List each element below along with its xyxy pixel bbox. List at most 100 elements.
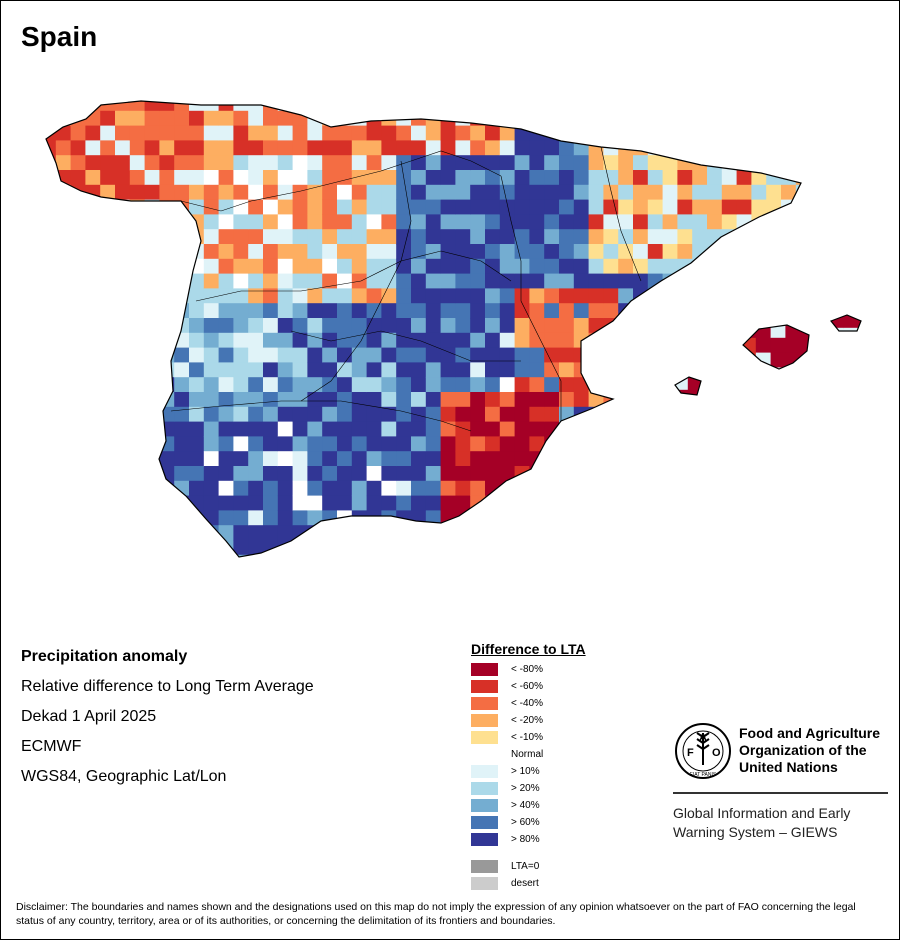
grid-cell bbox=[129, 318, 146, 334]
grid-cell bbox=[529, 510, 545, 526]
grid-cell bbox=[470, 525, 486, 541]
grid-cell bbox=[381, 170, 397, 186]
grid-cell bbox=[366, 480, 382, 497]
grid-cell bbox=[70, 347, 86, 363]
grid-cell bbox=[559, 466, 575, 482]
grid-cell bbox=[677, 525, 693, 541]
grid-cell bbox=[755, 367, 772, 369]
grid-cell bbox=[115, 495, 131, 511]
grid-cell bbox=[263, 510, 279, 526]
grid-cell bbox=[203, 510, 220, 526]
grid-cell bbox=[707, 362, 723, 378]
grid-cell bbox=[766, 451, 782, 467]
grid-cell bbox=[618, 140, 634, 156]
grid-cell bbox=[559, 110, 575, 127]
grid-cell bbox=[781, 392, 797, 408]
grid-cell bbox=[100, 436, 116, 452]
grid-cell bbox=[425, 288, 442, 304]
grid-cell bbox=[588, 140, 604, 156]
grid-cell bbox=[677, 229, 693, 245]
grid-cell bbox=[781, 125, 797, 141]
grid-cell bbox=[233, 288, 249, 304]
grid-cell bbox=[381, 392, 397, 408]
grid-cell bbox=[115, 510, 131, 526]
grid-cell bbox=[174, 184, 190, 201]
grid-cell bbox=[485, 436, 501, 452]
grid-cell bbox=[687, 389, 701, 395]
grid-cell bbox=[770, 367, 786, 369]
grid-cell bbox=[70, 258, 86, 275]
grid-cell bbox=[559, 229, 575, 245]
grid-cell bbox=[677, 466, 693, 482]
grid-cell bbox=[455, 495, 471, 511]
grid-cell bbox=[559, 101, 575, 112]
grid-cell bbox=[263, 199, 279, 215]
grid-cell bbox=[218, 525, 234, 541]
grid-cell bbox=[499, 244, 516, 260]
grid-cell bbox=[203, 406, 220, 423]
grid-cell bbox=[55, 377, 72, 393]
grid-cell bbox=[544, 273, 560, 289]
grid-cell bbox=[692, 229, 708, 245]
grid-cell bbox=[766, 101, 782, 112]
grid-cell bbox=[485, 377, 501, 393]
grid-cell bbox=[70, 377, 86, 393]
grid-cell bbox=[218, 170, 234, 186]
grid-cell bbox=[233, 184, 249, 201]
grid-cell bbox=[189, 480, 205, 497]
grid-cell bbox=[770, 337, 786, 354]
grid-cell bbox=[470, 392, 486, 408]
grid-cell bbox=[766, 392, 782, 408]
grid-cell bbox=[55, 214, 72, 230]
grid-cell bbox=[129, 288, 146, 304]
grid-cell bbox=[618, 495, 634, 511]
grid-cell bbox=[455, 110, 471, 127]
legend-label: < -10% bbox=[511, 732, 543, 743]
grid-cell bbox=[603, 332, 619, 349]
grid-cell bbox=[795, 184, 801, 201]
grid-cell bbox=[218, 495, 234, 511]
grid-cell bbox=[707, 101, 723, 112]
grid-cell bbox=[277, 554, 294, 557]
grid-cell bbox=[411, 229, 427, 245]
legend-label: < -60% bbox=[511, 681, 543, 692]
grid-cell bbox=[218, 318, 234, 334]
grid-cell bbox=[455, 303, 471, 319]
grid-cell bbox=[174, 362, 190, 378]
grid-cell bbox=[159, 318, 175, 334]
grid-cell bbox=[144, 406, 160, 423]
info-source: ECMWF bbox=[21, 738, 82, 755]
grid-cell bbox=[55, 421, 72, 437]
grid-cell bbox=[115, 466, 131, 482]
grid-cell bbox=[618, 525, 634, 541]
grid-cell bbox=[85, 214, 101, 230]
grid-cell bbox=[277, 510, 294, 526]
grid-cell bbox=[573, 170, 590, 186]
grid-cell bbox=[100, 184, 116, 201]
grid-cell bbox=[322, 258, 338, 275]
grid-cell bbox=[647, 525, 664, 541]
grid-cell bbox=[485, 362, 501, 378]
grid-cell bbox=[366, 140, 382, 156]
grid-cell bbox=[633, 554, 649, 557]
grid-cell bbox=[573, 318, 590, 334]
grid-cell bbox=[307, 392, 323, 408]
grid-cell bbox=[233, 451, 249, 467]
grid-cell bbox=[85, 318, 101, 334]
grid-cell bbox=[499, 214, 516, 230]
grid-cell bbox=[766, 140, 782, 156]
grid-cell bbox=[46, 199, 57, 215]
grid-cell bbox=[322, 303, 338, 319]
grid-cell bbox=[263, 155, 279, 171]
grid-cell bbox=[662, 101, 678, 112]
grid-cell bbox=[529, 436, 545, 452]
grid-cell bbox=[248, 258, 264, 275]
fao-name-line1: Food and Agriculture bbox=[739, 725, 881, 741]
grid-cell bbox=[381, 451, 397, 467]
grid-cell bbox=[322, 436, 338, 452]
grid-cell bbox=[573, 480, 590, 497]
grid-cell bbox=[115, 101, 131, 112]
grid-cell bbox=[721, 332, 738, 349]
grid-cell bbox=[795, 214, 801, 230]
grid-cell bbox=[766, 377, 782, 393]
